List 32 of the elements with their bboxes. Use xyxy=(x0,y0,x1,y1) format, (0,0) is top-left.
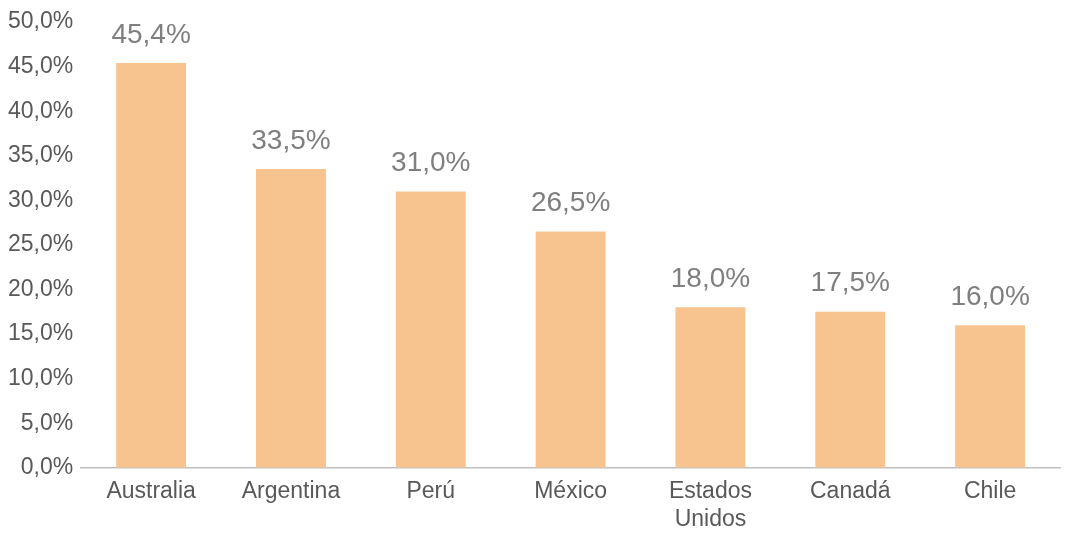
y-tick-label: 45,0% xyxy=(8,51,74,78)
data-label: 31,0% xyxy=(391,146,471,178)
data-label: 17,5% xyxy=(810,266,890,298)
x-tick-label: México xyxy=(534,476,608,503)
y-tick-label: 20,0% xyxy=(8,274,74,301)
y-tick-label: 15,0% xyxy=(8,319,74,346)
y-tick-label: 25,0% xyxy=(8,230,74,257)
y-tick-label: 50,0% xyxy=(8,7,74,34)
data-label: 45,4% xyxy=(111,17,191,49)
data-label: 18,0% xyxy=(670,262,751,294)
bar xyxy=(815,311,886,468)
y-tick-label: 35,0% xyxy=(8,141,74,168)
bar xyxy=(116,63,187,468)
y-tick-label: 40,0% xyxy=(8,96,74,123)
data-label: 16,0% xyxy=(950,279,1030,311)
x-tick-label: Australia xyxy=(106,476,197,503)
bar xyxy=(955,325,1026,468)
bar xyxy=(256,169,326,468)
y-tick-label: 0,0% xyxy=(20,453,74,480)
bar xyxy=(675,307,746,468)
y-tick-label: 10,0% xyxy=(8,363,74,390)
bar xyxy=(395,191,466,468)
bar xyxy=(535,231,606,468)
y-tick-label: 5,0% xyxy=(20,408,74,435)
x-tick-label: Chile xyxy=(963,476,1017,503)
x-tick-label: Argentina xyxy=(241,476,341,503)
data-label: 33,5% xyxy=(251,123,331,155)
x-tick-label: Canadá xyxy=(809,476,891,503)
y-tick-label: 30,0% xyxy=(8,185,74,212)
x-tick-label: Perú xyxy=(406,476,456,503)
x-tick-label: Estados Unidos xyxy=(668,476,752,531)
data-label: 26,5% xyxy=(530,186,611,218)
